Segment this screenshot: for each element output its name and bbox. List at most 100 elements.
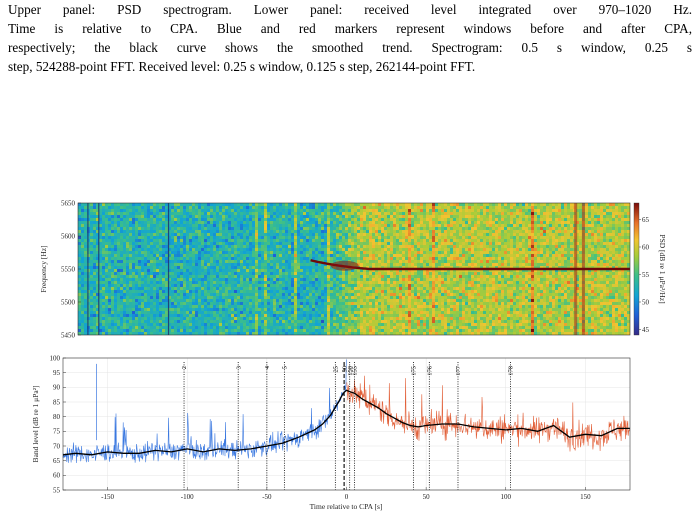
spectrogram-cell <box>525 254 528 257</box>
spectrogram-cell <box>405 233 408 236</box>
spectrogram-cell <box>84 212 87 215</box>
spectrogram-cell <box>318 203 321 206</box>
spectrogram-cell <box>513 218 516 221</box>
spectrogram-cell <box>363 203 366 206</box>
spectrogram-cell <box>501 224 504 227</box>
spectrogram-cell <box>192 203 195 206</box>
spectrogram-cell <box>468 269 471 272</box>
spectrogram-cell <box>276 272 279 275</box>
spectrogram-cell <box>462 269 465 272</box>
spectrogram-cell <box>228 221 231 224</box>
spectrogram-cell <box>183 278 186 281</box>
spectrogram-cell <box>342 230 345 233</box>
spectrogram-cell <box>291 233 294 236</box>
spectrogram-cell <box>546 242 549 245</box>
spectrogram-cell <box>270 260 273 263</box>
spectrogram-cell <box>324 221 327 224</box>
spectrogram-cell <box>180 245 183 248</box>
spectrogram-cell <box>108 251 111 254</box>
spectrogram-cell <box>105 245 108 248</box>
spectrogram-cell <box>471 260 474 263</box>
spectrogram-cell <box>294 236 297 239</box>
spectrogram-cell <box>513 266 516 269</box>
spectrogram-cell <box>309 260 312 263</box>
spectrogram-cell <box>261 209 264 212</box>
spectrogram-cell <box>492 242 495 245</box>
spectrogram-cell <box>213 236 216 239</box>
spectrogram-cell <box>270 281 273 284</box>
spectrogram-cell <box>285 212 288 215</box>
spectrogram-cell <box>603 230 606 233</box>
spectrogram-cell <box>591 239 594 242</box>
spectrogram-cell <box>93 275 96 278</box>
spectrogram-cell <box>93 272 96 275</box>
spectrogram-cell <box>276 209 279 212</box>
spectrogram-cell <box>132 281 135 284</box>
spectrogram-cell <box>621 230 624 233</box>
spectrogram-cell <box>528 212 531 215</box>
spectrogram-cell <box>444 260 447 263</box>
spectrogram-cell <box>288 254 291 257</box>
spectrogram-cell <box>399 203 402 206</box>
spectrogram-cell <box>600 281 603 284</box>
spectrogram-cell <box>615 209 618 212</box>
spectrogram-cell <box>351 203 354 206</box>
spectrogram-cell <box>381 212 384 215</box>
spectrogram-cell <box>486 254 489 257</box>
spectrogram-cell <box>207 230 210 233</box>
spectrogram-cell <box>237 245 240 248</box>
spectrogram-cell <box>93 230 96 233</box>
spectrogram-cell <box>390 263 393 266</box>
spectrogram-cell <box>516 206 519 209</box>
spectrogram-cell <box>138 260 141 263</box>
spectrogram-cell <box>528 269 531 272</box>
spectrogram-cell <box>411 215 414 218</box>
spectrogram-cell <box>306 239 309 242</box>
spectrogram-cell <box>456 230 459 233</box>
spectrogram-cell <box>84 227 87 230</box>
spectrogram-cell <box>228 281 231 284</box>
spectrogram-cell <box>564 257 567 260</box>
spectrogram-cell <box>561 257 564 260</box>
spectrogram-cell <box>141 209 144 212</box>
spectrogram-cell <box>273 260 276 263</box>
spectrogram-cell <box>495 281 498 284</box>
spectrogram-cell <box>108 281 111 284</box>
spectrogram-cell <box>576 236 579 239</box>
spectrogram-cell <box>408 218 411 221</box>
spectrogram-cell <box>264 269 267 272</box>
spectrogram-cell <box>204 278 207 281</box>
spectrogram-cell <box>378 275 381 278</box>
spectrogram-cell <box>537 257 540 260</box>
spectrogram-cell <box>513 275 516 278</box>
spectrogram-cell <box>393 245 396 248</box>
spectrogram-cell <box>579 278 582 281</box>
spectrogram-cell <box>96 230 99 233</box>
spectrogram-cell <box>213 260 216 263</box>
spectrogram-cell <box>162 230 165 233</box>
spectrogram-cell <box>273 245 276 248</box>
spectrogram-cell <box>162 248 165 251</box>
spectrogram-cell <box>258 257 261 260</box>
spectrogram-cell <box>117 278 120 281</box>
spectrogram-cell <box>465 275 468 278</box>
spectrogram-cell <box>417 227 420 230</box>
spectrogram-cell <box>411 209 414 212</box>
spectrogram-cell <box>114 218 117 221</box>
spectrogram-cell <box>219 215 222 218</box>
spectrogram-cell <box>291 239 294 242</box>
spectrogram-cell <box>489 245 492 248</box>
spectrogram-cell <box>543 242 546 245</box>
spectrogram-cell <box>612 251 615 254</box>
spectrogram-cell <box>267 272 270 275</box>
spectrogram-cell <box>345 236 348 239</box>
spectrogram-cell <box>225 236 228 239</box>
spectrogram-cell <box>501 251 504 254</box>
spectrogram-cell <box>102 212 105 215</box>
spectrogram-cell <box>201 272 204 275</box>
spectrogram-cell <box>279 254 282 257</box>
spectrogram-cell <box>516 281 519 284</box>
spectrogram-cell <box>366 266 369 269</box>
spectrogram-cell <box>606 278 609 281</box>
spectrogram-cell <box>531 224 534 227</box>
